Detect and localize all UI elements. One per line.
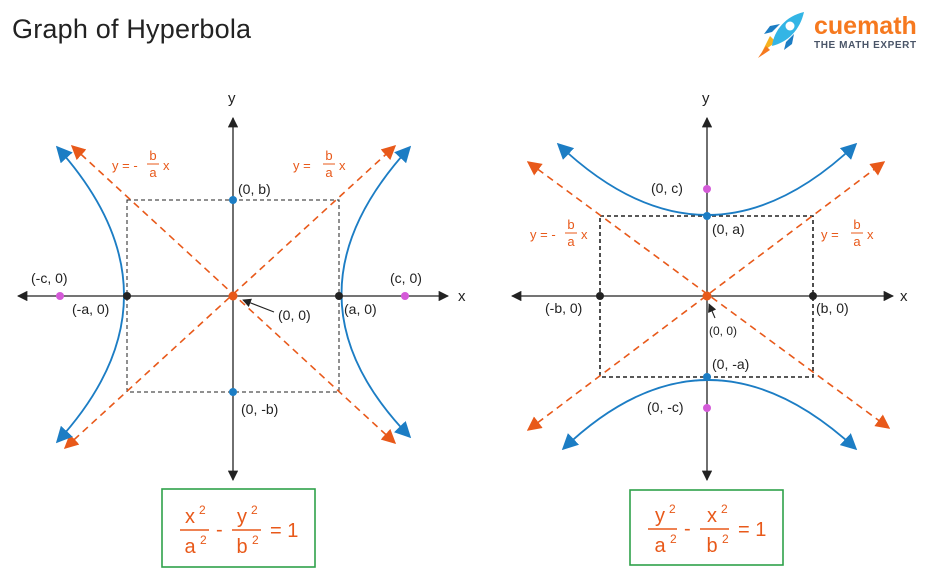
right-label-vertex-bottom: (0, -a) — [712, 356, 749, 372]
left-origin-pointer — [242, 298, 275, 313]
svg-text:-: - — [684, 518, 691, 540]
svg-text:y: y — [237, 506, 247, 528]
left-equation-box: x 2 a 2 - y 2 b 2 = 1 — [161, 488, 316, 568]
left-label-origin: (0, 0) — [278, 307, 311, 323]
left-asymptote-positive-label: y = b a x — [293, 148, 346, 180]
svg-text:b: b — [149, 148, 156, 163]
svg-text:y: y — [655, 505, 665, 527]
right-origin-pointer — [708, 303, 717, 319]
right-hyperbola-graph: x y (0, c) (0, a) (0, -a) (0, -c) (-b, 0… — [510, 90, 908, 566]
rocket-icon — [758, 12, 804, 58]
svg-text:x: x — [707, 505, 717, 527]
left-label-co-vertex-bottom: (0, -b) — [241, 401, 278, 417]
svg-text:b: b — [706, 535, 717, 557]
left-branch-right — [340, 145, 412, 439]
left-asymptote-negative-label: y = - b a x — [112, 148, 170, 180]
svg-text:= 1: = 1 — [738, 519, 766, 541]
svg-text:y = -: y = - — [112, 158, 138, 173]
left-y-axis-label: y — [228, 90, 236, 107]
right-label-origin: (0, 0) — [709, 324, 737, 338]
svg-text:2: 2 — [199, 503, 206, 517]
svg-text:x: x — [581, 227, 588, 242]
svg-text:b: b — [236, 536, 247, 558]
svg-text:a: a — [325, 165, 333, 180]
left-label-vertex-left: (-a, 0) — [72, 301, 109, 317]
right-vertex-bottom-point — [703, 373, 711, 381]
svg-text:-: - — [216, 519, 223, 541]
svg-text:2: 2 — [669, 502, 676, 516]
right-equation-box: y 2 a 2 - x 2 b 2 = 1 — [629, 489, 784, 566]
svg-text:a: a — [184, 536, 196, 558]
svg-text:x: x — [163, 158, 170, 173]
left-focus-right-point — [401, 292, 409, 300]
left-label-co-vertex-top: (0, b) — [238, 181, 271, 197]
svg-text:y =: y = — [293, 158, 311, 173]
right-co-vertex-left-point — [596, 292, 604, 300]
right-focus-top-point — [703, 185, 711, 193]
right-vertex-top-point — [703, 212, 711, 220]
left-vertex-right-point — [335, 292, 343, 300]
page-title: Graph of Hyperbola — [12, 14, 252, 44]
right-label-co-vertex-right: (b, 0) — [816, 300, 849, 316]
svg-text:= 1: = 1 — [270, 520, 298, 542]
svg-text:a: a — [149, 165, 157, 180]
right-branch-bottom — [561, 379, 858, 451]
right-co-vertex-right-point — [809, 292, 817, 300]
cuemath-logo: cuemath THE MATH EXPERT — [752, 6, 927, 62]
svg-text:a: a — [853, 234, 861, 249]
right-focus-bottom-point — [703, 404, 711, 412]
svg-text:2: 2 — [251, 503, 258, 517]
svg-text:y = -: y = - — [530, 227, 556, 242]
svg-text:x: x — [867, 227, 874, 242]
left-label-focus-left: (-c, 0) — [31, 270, 68, 286]
svg-text:2: 2 — [722, 532, 729, 546]
left-origin-point — [228, 291, 238, 301]
svg-text:a: a — [567, 234, 575, 249]
right-label-vertex-top: (0, a) — [712, 221, 745, 237]
right-y-axis-label: y — [702, 90, 710, 107]
left-co-vertex-top-point — [229, 196, 237, 204]
right-asymptote-negative — [526, 161, 891, 429]
right-label-focus-bottom: (0, -c) — [647, 399, 684, 415]
svg-text:b: b — [853, 217, 860, 232]
right-label-focus-top: (0, c) — [651, 180, 683, 196]
svg-text:a: a — [654, 535, 666, 557]
svg-text:x: x — [339, 158, 346, 173]
right-origin-point — [702, 291, 712, 301]
svg-text:2: 2 — [200, 533, 207, 547]
left-label-focus-right: (c, 0) — [390, 270, 422, 286]
right-asymptote-positive-label: y = b a x — [821, 217, 874, 249]
svg-text:2: 2 — [670, 532, 677, 546]
svg-text:x: x — [185, 506, 195, 528]
left-vertex-left-point — [123, 292, 131, 300]
svg-text:b: b — [567, 217, 574, 232]
left-branch-left — [55, 145, 125, 444]
left-focus-left-point — [56, 292, 64, 300]
svg-text:2: 2 — [252, 533, 259, 547]
svg-text:b: b — [325, 148, 332, 163]
logo-tagline: THE MATH EXPERT — [814, 40, 917, 51]
left-hyperbola-graph: x y (0, b) (0, -b) (-c, 0) (c, 0) (-a, 0… — [16, 90, 466, 568]
logo-wordmark: cuemath — [814, 12, 917, 40]
svg-text:y =: y = — [821, 227, 839, 242]
right-x-axis-label: x — [900, 288, 908, 305]
left-co-vertex-bottom-point — [229, 388, 237, 396]
right-label-co-vertex-left: (-b, 0) — [545, 300, 582, 316]
left-label-vertex-right: (a, 0) — [344, 301, 377, 317]
svg-text:2: 2 — [721, 502, 728, 516]
left-x-axis-label: x — [458, 288, 466, 305]
right-asymptote-negative-label: y = - b a x — [530, 217, 588, 249]
